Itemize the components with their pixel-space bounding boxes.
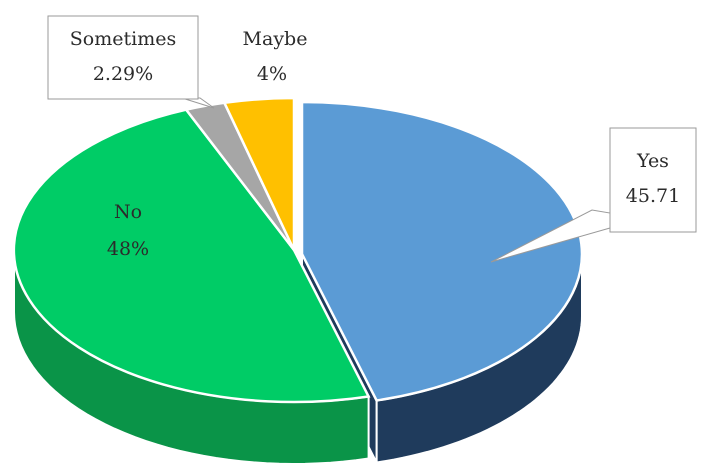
slice-label-maybe: Maybe — [243, 28, 308, 50]
callout-yes-box — [609, 127, 697, 233]
slice-value-no: 48% — [107, 238, 149, 260]
slice-label-yes: Yes — [636, 150, 669, 172]
slice-label-sometimes: Sometimes — [70, 28, 176, 50]
slice-no — [12, 108, 371, 404]
slice-label-no: No — [114, 201, 142, 223]
pie-tops — [12, 96, 584, 404]
callout-sometimes-box — [47, 15, 199, 100]
slice-value-yes: 45.71 — [626, 185, 680, 207]
pie-callouts: Yes 45.71 No 48% Sometimes 2.29% Maybe 4… — [47, 15, 697, 263]
slice-value-sometimes: 2.29% — [93, 63, 153, 85]
slice-value-maybe: 4% — [257, 63, 287, 85]
slice-maybe — [222, 96, 296, 251]
